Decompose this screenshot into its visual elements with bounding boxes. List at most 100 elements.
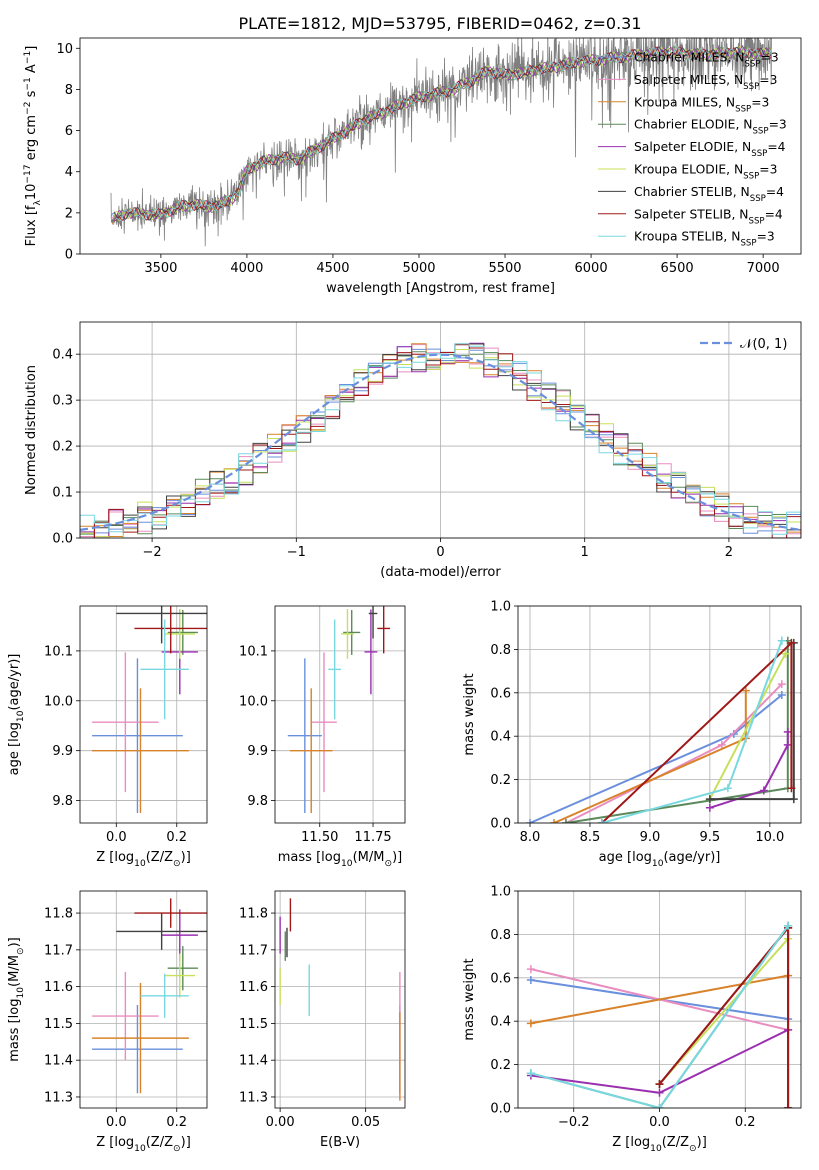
plot-area <box>110 38 773 247</box>
x-tick-label: 0 <box>436 545 444 560</box>
y-axis-label: mass [log10(M/M⊙)] <box>7 937 26 1061</box>
histogram-kroupa_stelib <box>80 343 801 538</box>
series-kroupa_stelib <box>530 925 789 1108</box>
y-tick-label: 0.0 <box>52 532 73 547</box>
marker-chabrier_miles <box>525 819 534 823</box>
y-tick-label: 11.7 <box>44 943 73 958</box>
marker-kroupa_miles <box>549 819 558 823</box>
legend-label-kroupa_stelib: Kroupa STELIB, NSSP=3 <box>634 230 775 249</box>
y-tick-label: 1.0 <box>490 885 511 900</box>
y-tick-label: 0.3 <box>52 394 73 409</box>
marker-salpeter_stelib <box>787 784 796 793</box>
x-tick-label: 3500 <box>144 261 177 276</box>
y-axis-label: Normed distribution <box>24 365 39 495</box>
x-tick-label: 0.2 <box>166 1115 187 1130</box>
x-tick-label: −2 <box>143 545 162 560</box>
marker-salpeter_stelib <box>655 1080 664 1089</box>
x-tick-label: 0.2 <box>166 830 187 845</box>
marker-chabrier_miles <box>526 975 535 984</box>
spectrum-legend: Chabrier MILES, NSSP=3 Salpeter MILES, NS… <box>598 51 787 249</box>
y-tick-label: 9.9 <box>52 744 73 759</box>
marker-kroupa_stelib <box>597 819 606 823</box>
axes-spectrum: 3500 4000 4500 5000 5500 6000 6500 7000 0 2 4 6 8 10 w… <box>23 37 802 296</box>
y-tick-label: 0.0 <box>490 1102 511 1117</box>
plots-layer: 3500 4000 4500 5000 5500 6000 6500 70000246810w… <box>7 37 802 1154</box>
spectrum-model-kroupa_stelib <box>114 45 773 222</box>
legend-label-kroupa_elodie: Kroupa ELODIE, NSSP=3 <box>634 163 777 182</box>
marker-salpeter_elodie <box>759 786 768 795</box>
y-tick-label: 10 <box>56 42 73 57</box>
axes-z-massweight: −0.2 0.0 0.2 0.0 0.2 0.4 0.6 0.8 1.0 Z [log10(Z/Z… <box>462 885 802 1154</box>
y-tick-label: 11.3 <box>239 1090 268 1105</box>
marker-salpeter_miles <box>777 680 786 689</box>
y-axis-label: age [log10(age/yr)] <box>7 654 26 776</box>
x-tick-label: 8.0 <box>520 830 541 845</box>
y-tick-label: 10.0 <box>239 694 268 709</box>
axes-frame <box>517 890 802 1109</box>
axes-ebv-mass: 0.00 0.05 11.3 11.4 11.5 11.6 11.7 11.8 E(B-V) <box>239 890 406 1150</box>
y-tick-label: 2 <box>65 206 73 221</box>
plot-area <box>525 636 798 823</box>
y-tick-label: 0.6 <box>490 686 511 701</box>
x-tick-label: 10.0 <box>755 830 784 845</box>
x-tick-label: 6500 <box>661 261 694 276</box>
y-tick-label: 11.4 <box>239 1054 268 1069</box>
y-tick-label: 0.4 <box>490 1015 511 1030</box>
y-tick-label: 11.8 <box>239 907 268 922</box>
x-tick-label: 4500 <box>316 261 349 276</box>
y-tick-label: 4 <box>65 165 73 180</box>
y-tick-label: 11.8 <box>44 907 73 922</box>
x-tick-label: 9.0 <box>640 830 661 845</box>
y-tick-label: 1.0 <box>490 600 511 615</box>
y-tick-label: 8 <box>65 83 73 98</box>
x-tick-label: 4000 <box>230 261 263 276</box>
x-tick-label: −0.2 <box>558 1115 590 1130</box>
marker-kroupa_stelib <box>777 636 786 645</box>
x-tick-label: 8.5 <box>580 830 601 845</box>
x-tick-label: 0.0 <box>649 1115 670 1130</box>
residual-legend: 𝒩(0, 1) <box>700 337 787 352</box>
y-axis-label: mass weight <box>462 958 477 1040</box>
x-tick-label: 9.5 <box>700 830 721 845</box>
marker-chabrier_miles <box>777 690 786 699</box>
y-axis-label: mass weight <box>462 673 477 755</box>
marker-kroupa_elodie <box>781 649 790 658</box>
marker-kroupa_miles <box>741 686 750 695</box>
y-tick-label: 11.5 <box>44 1017 73 1032</box>
x-axis-label: mass [log10(M/M⊙)] <box>278 850 402 869</box>
series-chabrier_miles <box>529 694 783 823</box>
marker-kroupa_miles <box>526 1019 535 1028</box>
x-axis-label: age [log10(age/yr)] <box>599 850 721 869</box>
axes-age-massweight: 8.0 8.5 9.0 9.5 10.0 0.0 0.2 0.4 0.6 0.8 1.0 age [l… <box>462 600 802 869</box>
x-tick-label: 11.75 <box>354 830 391 845</box>
x-tick-label: 0.0 <box>106 1115 127 1130</box>
plot-area <box>92 606 207 814</box>
marker-chabrier_stelib <box>705 795 714 804</box>
series-kroupa_miles <box>530 974 789 1025</box>
axes-frame <box>274 890 406 1109</box>
series-kroupa_elodie <box>658 938 789 1085</box>
x-axis-label: (data-model)/error <box>380 565 501 580</box>
gaussian-curve <box>80 353 801 531</box>
y-tick-label: 0.8 <box>490 643 511 658</box>
x-tick-label: 0.2 <box>735 1115 756 1130</box>
marker-kroupa_stelib <box>723 784 732 793</box>
legend-label-gaussian: 𝒩(0, 1) <box>740 337 787 352</box>
x-tick-label: −1 <box>287 545 306 560</box>
plot-area <box>279 898 401 1101</box>
y-tick-label: 0.4 <box>52 348 73 363</box>
y-tick-label: 10.1 <box>239 644 268 659</box>
series-kroupa_stelib <box>601 640 783 823</box>
y-tick-label: 11.6 <box>239 980 268 995</box>
x-axis-label: E(B-V) <box>320 1135 360 1150</box>
plot-area <box>80 342 801 538</box>
marker-kroupa_stelib <box>526 1069 535 1078</box>
y-tick-label: 0.6 <box>490 971 511 986</box>
marker-salpeter_miles <box>526 965 535 974</box>
legend-label-salpeter_stelib: Salpeter STELIB, NSSP=4 <box>634 207 783 226</box>
axes-frame <box>517 605 802 824</box>
marker-kroupa_stelib <box>784 921 793 930</box>
x-tick-label: 5500 <box>488 261 521 276</box>
series-kroupa_elodie <box>709 653 787 800</box>
y-tick-label: 9.9 <box>247 744 268 759</box>
